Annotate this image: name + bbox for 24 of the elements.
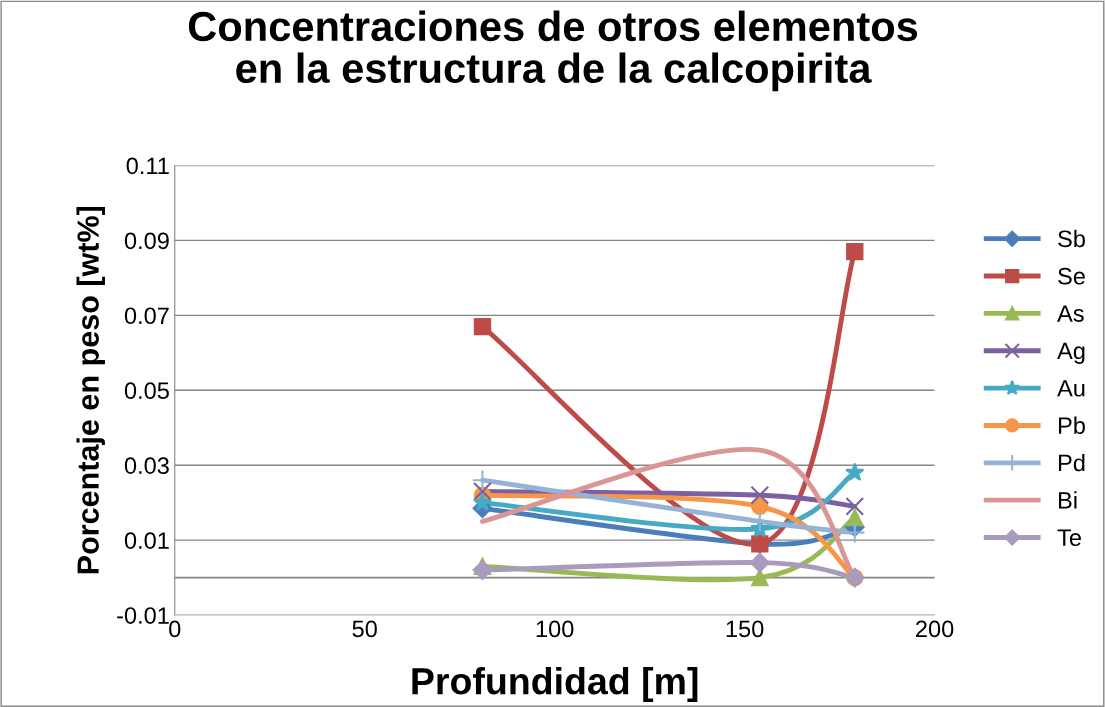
legend-label: Te — [1057, 529, 1081, 547]
legend-label: As — [1057, 305, 1084, 322]
x-tick-label: 0 — [169, 620, 181, 638]
x-axis-title: Profundidad [m] — [412, 666, 698, 702]
legend-label: Ag — [1057, 342, 1085, 364]
y-tick-label: 0.03 — [124, 457, 169, 474]
x-tick-label: 150 — [726, 620, 764, 638]
legend-label: Pd — [1058, 453, 1085, 472]
y-tick-label: 0.11 — [126, 157, 169, 175]
legend-label: Sb — [1058, 229, 1085, 248]
y-axis-title: Porcentaje en peso [wt%] — [76, 206, 105, 574]
legend-label: Se — [1058, 267, 1085, 285]
x-tick-label: 200 — [916, 620, 954, 638]
x-tick-label: 100 — [536, 620, 574, 638]
y-tick-label: 0.09 — [124, 232, 169, 250]
y-tick-label: 0.01 — [124, 532, 169, 549]
legend-label: Bi — [1058, 491, 1077, 509]
y-tick-label: -0.01 — [117, 607, 169, 624]
y-tick-label: 0.05 — [124, 382, 169, 400]
x-tick-label: 50 — [352, 620, 377, 638]
legend-label: Au — [1057, 380, 1085, 397]
chart-title: Concentraciones de otros elementos en la estructura de la calcopirita — [188, 10, 918, 92]
legend-label: Pb — [1058, 416, 1085, 434]
y-tick-label: 0.07 — [124, 307, 169, 325]
